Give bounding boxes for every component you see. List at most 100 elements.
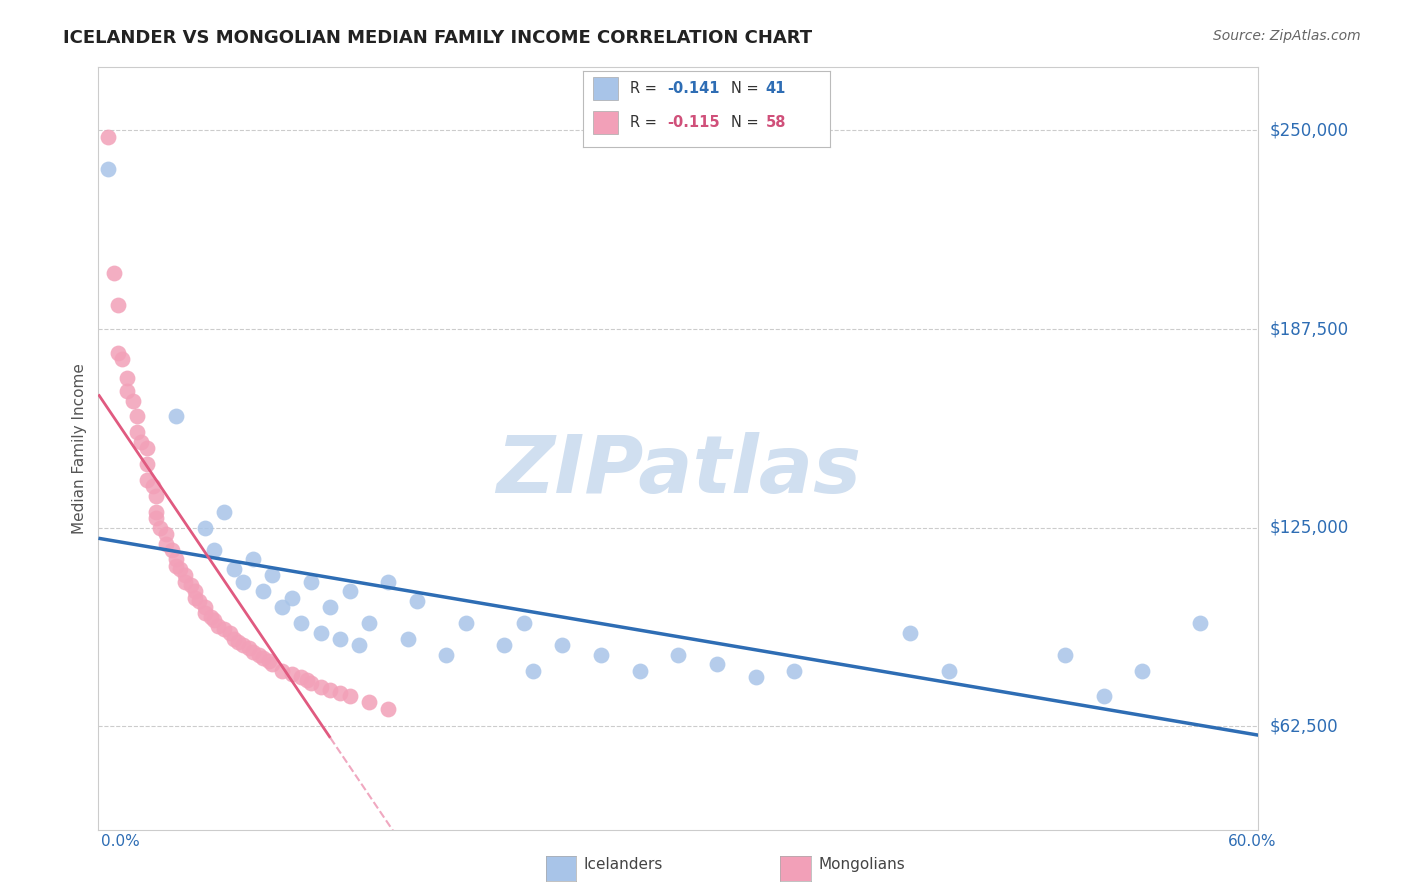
Point <box>188 594 211 608</box>
Point <box>406 594 429 608</box>
Text: $187,500: $187,500 <box>1270 320 1348 338</box>
FancyBboxPatch shape <box>593 111 619 134</box>
Point <box>783 664 806 678</box>
Point <box>1054 648 1077 662</box>
Text: N =: N = <box>731 81 763 96</box>
FancyBboxPatch shape <box>593 78 619 100</box>
Point <box>359 615 381 630</box>
Point <box>184 591 207 605</box>
Text: $125,000: $125,000 <box>1270 518 1348 537</box>
Point <box>219 625 242 640</box>
Text: N =: N = <box>731 115 763 129</box>
Point <box>145 505 167 519</box>
Point <box>319 682 342 697</box>
Point <box>165 558 187 573</box>
Text: R =: R = <box>630 81 662 96</box>
Text: ICELANDER VS MONGOLIAN MEDIAN FAMILY INCOME CORRELATION CHART: ICELANDER VS MONGOLIAN MEDIAN FAMILY INC… <box>63 29 813 47</box>
Point <box>513 615 536 630</box>
Y-axis label: Median Family Income: Median Family Income <box>72 363 87 533</box>
Point <box>706 657 728 672</box>
Point <box>184 584 207 599</box>
Point <box>97 129 120 144</box>
Point <box>155 527 177 541</box>
Point <box>107 298 129 312</box>
Point <box>169 562 191 576</box>
Point <box>290 615 312 630</box>
Point <box>628 664 651 678</box>
Point <box>212 505 235 519</box>
Point <box>242 644 264 658</box>
Point <box>271 600 294 615</box>
Point <box>494 638 516 652</box>
Point <box>319 600 342 615</box>
Point <box>329 632 352 646</box>
Point <box>174 568 197 582</box>
Point <box>359 695 381 709</box>
Point <box>242 552 264 566</box>
Point <box>222 562 245 576</box>
Point <box>309 625 332 640</box>
Point <box>377 702 399 716</box>
Text: $250,000: $250,000 <box>1270 121 1348 139</box>
Point <box>145 489 167 503</box>
Point <box>262 568 284 582</box>
Point <box>180 578 202 592</box>
Point <box>141 479 165 493</box>
Point <box>252 651 274 665</box>
Point <box>194 607 217 621</box>
Point <box>1189 615 1212 630</box>
Point <box>122 393 145 408</box>
Text: -0.141: -0.141 <box>668 81 720 96</box>
Point <box>339 689 361 703</box>
Point <box>299 574 322 589</box>
Point <box>666 648 689 662</box>
Point <box>97 161 120 176</box>
Point <box>454 615 477 630</box>
Point <box>281 666 304 681</box>
Point <box>117 371 139 385</box>
Point <box>349 638 371 652</box>
Point <box>257 654 280 668</box>
Point <box>200 609 222 624</box>
Point <box>232 574 254 589</box>
Point <box>226 635 249 649</box>
Point <box>135 441 157 455</box>
Point <box>232 638 254 652</box>
Point <box>204 613 226 627</box>
Text: $62,500: $62,500 <box>1270 717 1339 735</box>
Text: 41: 41 <box>765 81 786 96</box>
Point <box>165 552 187 566</box>
Point <box>938 664 960 678</box>
Point <box>290 670 312 684</box>
Point <box>297 673 319 688</box>
Point <box>174 574 197 589</box>
Point <box>194 600 217 615</box>
Point <box>135 473 157 487</box>
Point <box>212 623 235 637</box>
Point <box>103 267 125 281</box>
Point <box>149 521 172 535</box>
Point <box>299 676 322 690</box>
Point <box>194 521 217 535</box>
Text: -0.115: -0.115 <box>668 115 720 129</box>
Text: Icelanders: Icelanders <box>583 857 662 872</box>
Point <box>160 542 183 557</box>
Text: R =: R = <box>630 115 662 129</box>
Point <box>135 457 157 471</box>
Point <box>107 346 129 360</box>
Point <box>207 619 229 633</box>
Text: 60.0%: 60.0% <box>1229 834 1277 849</box>
Point <box>204 542 226 557</box>
Point <box>145 511 167 525</box>
Text: Mongolians: Mongolians <box>818 857 905 872</box>
Point <box>117 384 139 398</box>
Point <box>745 670 768 684</box>
Point <box>222 632 245 646</box>
Point <box>281 591 304 605</box>
Point <box>238 641 260 656</box>
Point <box>127 425 149 440</box>
Text: 58: 58 <box>765 115 786 129</box>
Point <box>1132 664 1154 678</box>
Point <box>329 686 352 700</box>
Point <box>436 648 458 662</box>
